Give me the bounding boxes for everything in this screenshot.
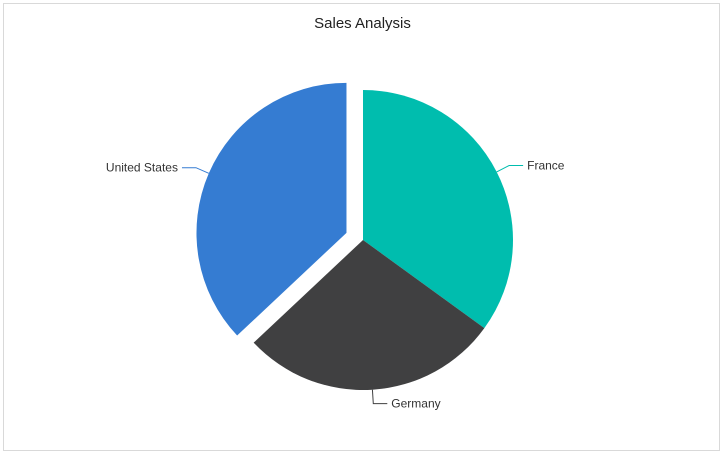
pie-slice-united-states[interactable] [196,82,347,336]
connector-united-states [181,167,210,174]
data-label-united-states: United States [106,161,178,175]
pie-slice-germany[interactable] [253,240,485,390]
connector-germany [371,389,388,405]
data-label-france: France [527,159,565,173]
connector-france [496,165,524,173]
pie-slices [196,82,513,390]
pie-slice-france[interactable] [363,90,513,329]
data-label-germany: Germany [391,397,440,411]
pie-labels: France Germany United States [106,159,565,411]
chart-title: Sales Analysis [314,15,411,32]
